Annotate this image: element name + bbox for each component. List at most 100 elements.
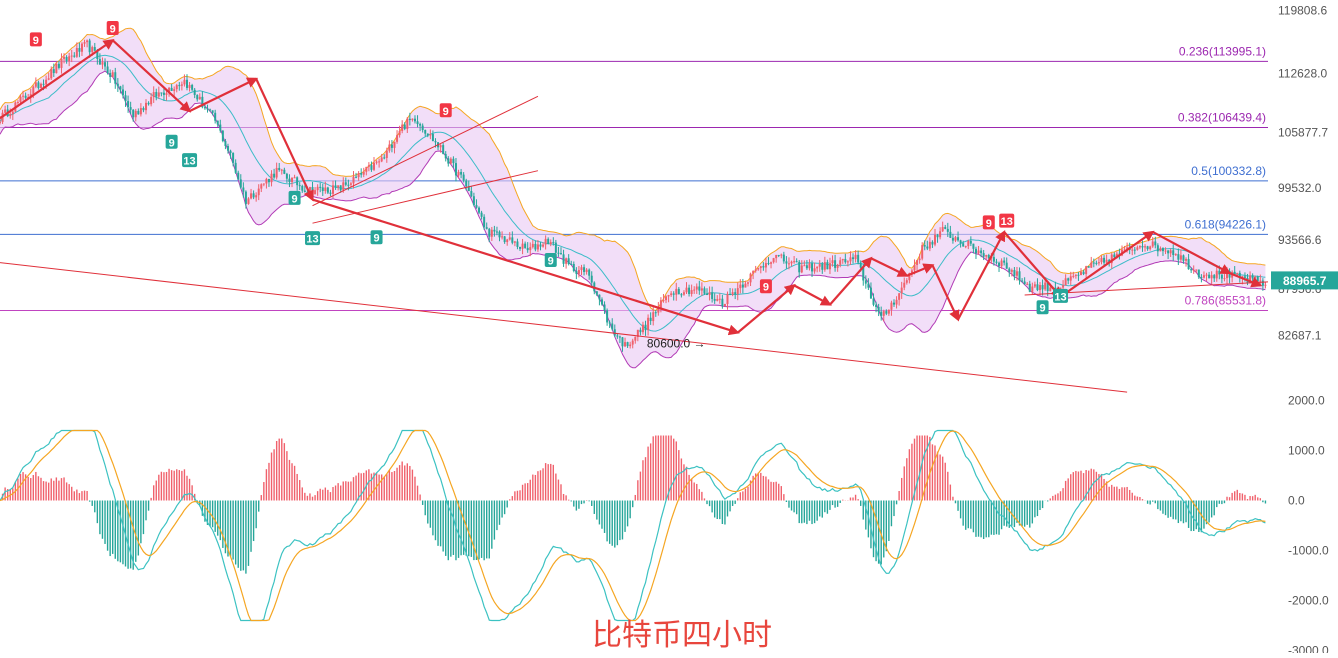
candle-body bbox=[713, 298, 716, 301]
candle-body bbox=[903, 282, 906, 288]
candle-body bbox=[501, 236, 504, 238]
candle-body bbox=[787, 263, 790, 265]
td-marker-label: 13 bbox=[1054, 291, 1066, 303]
candle-body bbox=[1028, 283, 1031, 292]
candle-body bbox=[595, 291, 598, 295]
td-marker-badge bbox=[1036, 300, 1049, 315]
candle-body bbox=[152, 92, 155, 98]
candle-body bbox=[70, 55, 73, 57]
candle-body bbox=[634, 336, 637, 341]
candle-body bbox=[285, 173, 288, 179]
candle-body bbox=[50, 69, 53, 79]
candle-body bbox=[1202, 275, 1205, 278]
candle-body bbox=[1243, 276, 1246, 278]
candle-body bbox=[962, 243, 965, 247]
candle-body bbox=[465, 180, 468, 187]
candle-body bbox=[529, 247, 532, 251]
candle-body bbox=[803, 265, 806, 267]
zigzag-segment bbox=[906, 263, 935, 277]
td-marker-label: 13 bbox=[1001, 216, 1013, 228]
candle-body bbox=[752, 271, 755, 274]
candle-body bbox=[91, 47, 94, 53]
candle-body bbox=[1151, 241, 1154, 247]
candle-body bbox=[352, 176, 355, 184]
candle-body bbox=[1200, 277, 1203, 279]
candle-body bbox=[936, 234, 939, 238]
candle-body bbox=[519, 246, 522, 249]
candle-body bbox=[867, 283, 870, 288]
candle-body bbox=[703, 288, 706, 294]
candle-body bbox=[1197, 269, 1200, 278]
candle-body bbox=[708, 292, 711, 295]
candle-body bbox=[785, 261, 788, 264]
candle-body bbox=[513, 241, 516, 243]
candle-body bbox=[93, 47, 96, 51]
candle-body bbox=[216, 120, 219, 125]
candle-body bbox=[173, 89, 176, 91]
td-marker-badge bbox=[106, 21, 119, 36]
candle-body bbox=[319, 186, 322, 188]
candle-body bbox=[782, 254, 785, 262]
candle-body bbox=[119, 86, 122, 90]
candle-body bbox=[73, 55, 76, 57]
candle-body bbox=[711, 292, 714, 299]
candle-body bbox=[880, 311, 883, 316]
candle-body bbox=[649, 317, 652, 322]
candle-body bbox=[882, 311, 885, 316]
candle-body bbox=[188, 85, 191, 88]
td-marker-badge bbox=[544, 252, 557, 267]
candle-body bbox=[839, 260, 842, 265]
candle-body bbox=[508, 237, 511, 240]
candle-body bbox=[224, 141, 227, 146]
candle-body bbox=[209, 109, 212, 111]
zigzag-segment bbox=[829, 256, 873, 306]
bollinger-fill bbox=[0, 28, 1266, 368]
candle-body bbox=[1249, 275, 1252, 283]
candle-body bbox=[772, 258, 775, 263]
candle-body bbox=[795, 261, 798, 263]
candle-body bbox=[859, 262, 862, 268]
candle-body bbox=[723, 303, 726, 307]
candle-body bbox=[677, 288, 680, 295]
candle-body bbox=[1218, 270, 1221, 275]
candle-body bbox=[1159, 248, 1162, 252]
candle-body bbox=[178, 85, 181, 87]
candle-body bbox=[1100, 257, 1103, 263]
candle-body bbox=[1141, 246, 1144, 248]
candle-body bbox=[98, 58, 101, 65]
candle-body bbox=[375, 161, 378, 163]
candle-body bbox=[278, 167, 281, 171]
candle-body bbox=[288, 178, 291, 183]
candle-body bbox=[506, 239, 509, 243]
candle-body bbox=[104, 62, 107, 67]
candle-body bbox=[626, 342, 629, 347]
candle-body bbox=[877, 306, 880, 312]
candle-body bbox=[1095, 262, 1098, 264]
candle-body bbox=[162, 92, 165, 95]
candle-body bbox=[757, 268, 760, 270]
td-marker-badge bbox=[288, 190, 301, 205]
candle-body bbox=[869, 287, 872, 299]
fib-label: 0.618(94226.1) bbox=[1185, 217, 1266, 231]
candle-body bbox=[380, 157, 383, 162]
candle-body bbox=[326, 187, 329, 193]
candle-body bbox=[928, 241, 931, 249]
candle-body bbox=[252, 193, 255, 198]
candle-body bbox=[572, 264, 575, 271]
price-tick-label: 82687.1 bbox=[1278, 328, 1322, 342]
candle-body bbox=[1154, 241, 1157, 246]
candle-body bbox=[665, 296, 668, 301]
candle-body bbox=[60, 58, 63, 68]
candle-body bbox=[1069, 276, 1072, 281]
candle-body bbox=[139, 108, 142, 115]
candle-body bbox=[987, 255, 990, 259]
candle-body bbox=[1003, 260, 1006, 263]
fib-label: 0.382(106439.4) bbox=[1178, 110, 1266, 124]
candle-body bbox=[511, 237, 514, 243]
candle-body bbox=[134, 110, 137, 118]
candle-body bbox=[185, 79, 188, 88]
candle-body bbox=[250, 193, 253, 199]
candle-body bbox=[342, 182, 345, 191]
candle-body bbox=[37, 82, 40, 89]
candle-body bbox=[972, 243, 975, 249]
